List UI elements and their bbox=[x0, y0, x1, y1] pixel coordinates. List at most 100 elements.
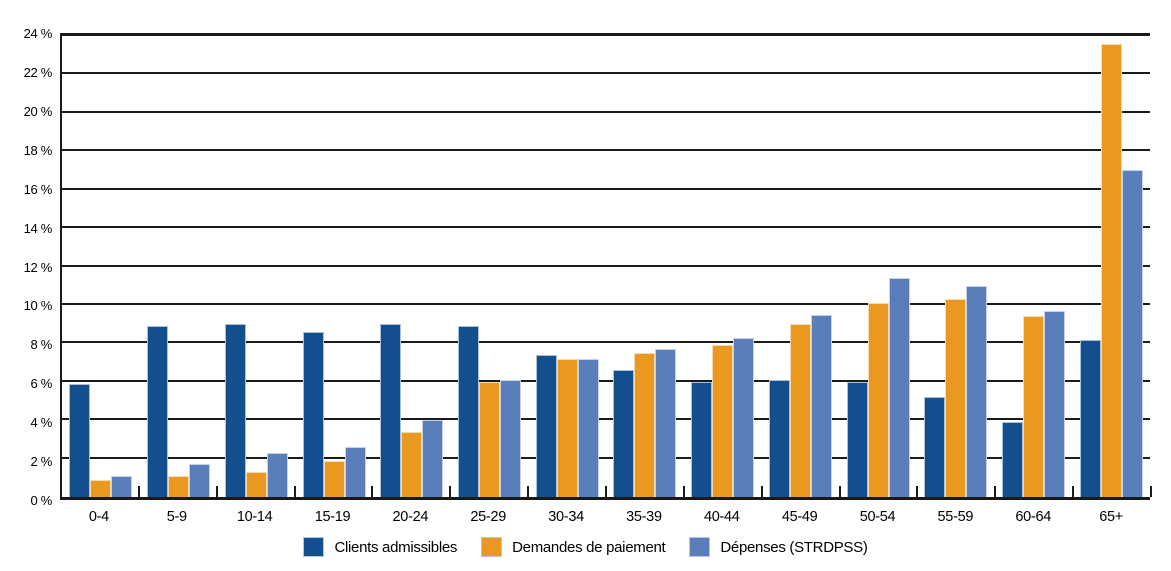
bar bbox=[655, 349, 677, 497]
bar bbox=[344, 447, 366, 497]
y-axis-tick-label: 22 % bbox=[23, 64, 53, 80]
legend-swatch-icon bbox=[689, 537, 711, 557]
bar bbox=[1022, 316, 1044, 497]
bar bbox=[323, 460, 345, 497]
bar-group-65+ bbox=[1072, 36, 1150, 497]
y-axis-tick-label: 14 % bbox=[23, 220, 53, 236]
bar-group-40-44 bbox=[684, 36, 762, 497]
bar-group-15-19 bbox=[295, 36, 373, 497]
axis-tick bbox=[449, 486, 452, 497]
legend-label: Demandes de paiement bbox=[512, 538, 666, 556]
x-axis-category-label: 0-4 bbox=[88, 509, 109, 525]
axis-tick bbox=[605, 486, 607, 497]
x-axis-category-label: 50-54 bbox=[859, 509, 896, 525]
bar bbox=[789, 324, 811, 497]
bar bbox=[924, 397, 946, 497]
bar bbox=[712, 345, 734, 497]
bar bbox=[966, 285, 988, 497]
gridline bbox=[62, 110, 1150, 113]
y-axis-tick-label: 20 % bbox=[23, 103, 53, 119]
bar bbox=[556, 358, 578, 497]
gridline bbox=[62, 418, 1150, 421]
axis-tick bbox=[293, 486, 296, 497]
bar bbox=[478, 381, 500, 497]
gridline bbox=[62, 341, 1150, 344]
legend-swatch-icon bbox=[303, 537, 325, 557]
bar bbox=[733, 337, 755, 497]
gridline bbox=[62, 72, 1150, 75]
legend-item: Demandes de paiement bbox=[481, 537, 666, 557]
bar bbox=[168, 475, 190, 497]
y-axis-tick-label: 24 % bbox=[23, 26, 53, 41]
legend-swatch-icon bbox=[481, 537, 503, 557]
bar-group-50-54 bbox=[839, 36, 917, 497]
bar bbox=[90, 479, 112, 497]
bar bbox=[1001, 422, 1023, 497]
bar-group-60-64 bbox=[995, 36, 1073, 497]
x-axis-category-label: 60-64 bbox=[1015, 509, 1051, 525]
bar-group-55-59 bbox=[917, 36, 995, 497]
axis-tick bbox=[1072, 486, 1075, 497]
axis-tick bbox=[371, 486, 374, 497]
x-axis-category-label: 20-24 bbox=[392, 509, 429, 525]
axis-tick bbox=[215, 486, 218, 497]
axis-tick bbox=[760, 486, 763, 497]
axis-tick bbox=[682, 486, 685, 497]
axis-tick bbox=[527, 486, 530, 497]
bar-groups bbox=[62, 36, 1150, 497]
bar bbox=[302, 331, 324, 497]
axis-tick bbox=[137, 486, 140, 497]
y-axis-tick-label: 10 % bbox=[23, 298, 53, 314]
bar bbox=[380, 324, 402, 497]
bar bbox=[1079, 339, 1101, 497]
axis-tick bbox=[1150, 486, 1152, 497]
bar bbox=[1043, 310, 1065, 497]
y-axis-tick-label: 6 % bbox=[30, 376, 52, 392]
y-axis-tick-label: 0 % bbox=[30, 493, 52, 508]
bar bbox=[810, 314, 832, 497]
plot-area bbox=[60, 33, 1152, 500]
gridline bbox=[62, 379, 1150, 382]
gridline bbox=[62, 456, 1150, 459]
bar bbox=[577, 358, 599, 497]
gridline bbox=[62, 187, 1150, 190]
bar bbox=[1121, 170, 1143, 497]
bar-group-0-4 bbox=[62, 36, 140, 497]
x-axis-category-label: 10-14 bbox=[236, 509, 273, 525]
bar bbox=[457, 326, 479, 497]
y-axis-tick-label: 16 % bbox=[23, 181, 53, 197]
bar-group-35-39 bbox=[606, 36, 684, 497]
bar-group-10-14 bbox=[217, 36, 295, 497]
y-axis-tick-label: 2 % bbox=[30, 454, 52, 470]
legend-item: Clients admissibles bbox=[303, 537, 457, 557]
y-axis-tick-label: 12 % bbox=[23, 259, 53, 275]
bar bbox=[69, 383, 91, 497]
bar bbox=[499, 379, 521, 497]
gridline bbox=[62, 149, 1150, 152]
gridline bbox=[62, 226, 1150, 229]
bar bbox=[768, 379, 790, 497]
x-axis-category-label: 45-49 bbox=[781, 509, 818, 525]
axis-tick bbox=[994, 486, 997, 497]
legend: Clients admissibles Demandes de paiement D… bbox=[0, 537, 1171, 557]
x-axis-category-label: 15-19 bbox=[314, 509, 351, 525]
x-axis-category-label: 35-39 bbox=[626, 509, 662, 525]
legend-item: Dépenses (STRDPSS) bbox=[689, 537, 868, 557]
bar-group-25-29 bbox=[451, 36, 529, 497]
bar bbox=[401, 431, 423, 497]
bar-group-20-24 bbox=[373, 36, 451, 497]
bar bbox=[888, 278, 910, 497]
bar-group-45-49 bbox=[761, 36, 839, 497]
bar bbox=[867, 303, 889, 497]
bar bbox=[634, 352, 656, 497]
x-axis-category-label: 55-59 bbox=[937, 509, 974, 525]
bar bbox=[846, 381, 868, 497]
x-axis-category-label: 65+ bbox=[1099, 509, 1123, 525]
bar bbox=[189, 464, 211, 497]
x-axis-category-label: 25-29 bbox=[470, 509, 506, 525]
bar bbox=[535, 354, 557, 497]
bar bbox=[224, 324, 246, 497]
x-axis-category-label: 40-44 bbox=[703, 509, 740, 525]
bar bbox=[147, 326, 169, 497]
